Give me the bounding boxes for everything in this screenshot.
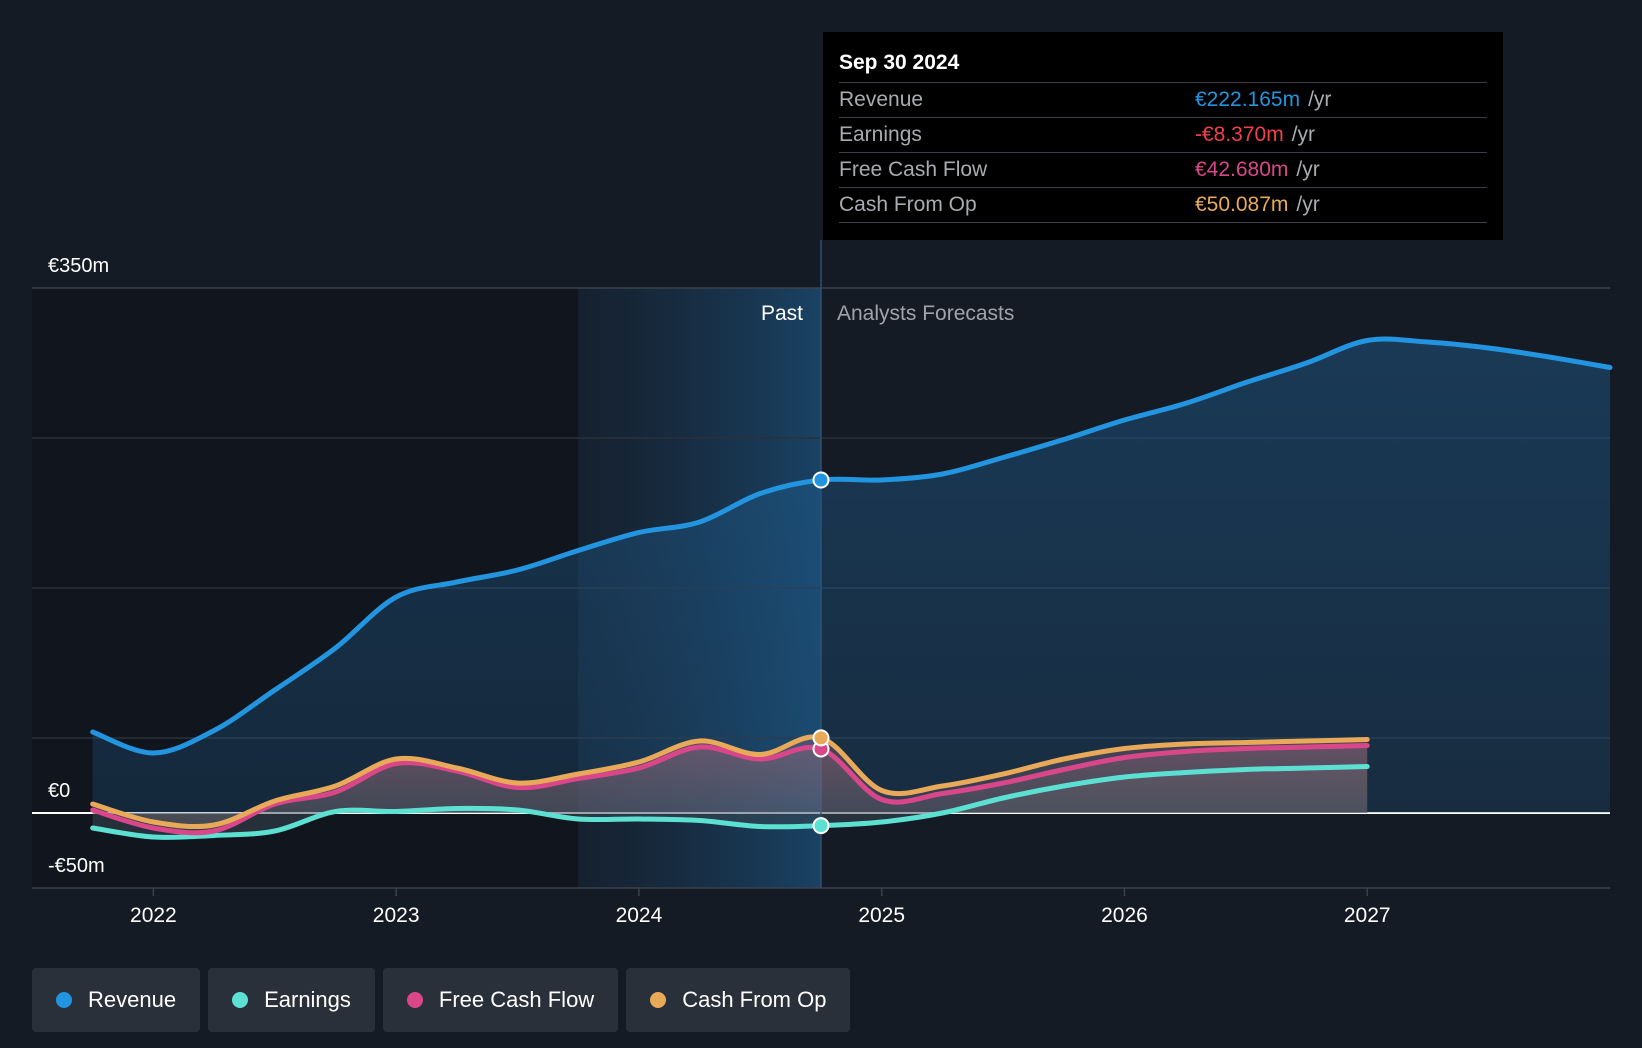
tooltip-date: Sep 30 2024: [839, 51, 960, 74]
legend-dot-icon: [56, 992, 72, 1008]
legend-item-cash-from-op[interactable]: Cash From Op: [626, 968, 851, 1032]
tooltip-unit: /yr: [1308, 88, 1332, 111]
fcf-line: [90, 743, 1370, 836]
cfo-line: [90, 734, 1370, 830]
cfo-marker: [812, 729, 830, 747]
legend-label: Free Cash Flow: [438, 987, 595, 1012]
forecast-label: Analysts Forecasts: [837, 302, 1014, 325]
x-tick-label: 2022: [130, 904, 177, 927]
legend-item-free-cash-flow[interactable]: Free Cash Flow: [382, 968, 619, 1032]
tooltip-label: Earnings: [839, 123, 922, 146]
tooltip-row-earnings: Earnings -€8.370m /yr: [839, 117, 1487, 152]
tooltip-value: €222.165m: [1195, 88, 1301, 111]
x-tick-label: 2026: [1101, 904, 1148, 927]
revenue-marker: [812, 471, 830, 489]
legend-dot-icon: [232, 992, 249, 1008]
legend-item-earnings[interactable]: Earnings: [208, 968, 375, 1032]
x-tick-label: 2023: [373, 904, 420, 927]
tooltip-unit: /yr: [1296, 158, 1320, 181]
tooltip-label: Free Cash Flow: [839, 158, 988, 181]
tooltip-row-free-cash-flow: Free Cash Flow €42.680m /yr: [839, 152, 1487, 187]
y-axis-label: -€50m: [48, 855, 105, 877]
tooltip-label: Revenue: [839, 88, 924, 111]
revenue-area: [92, 339, 1611, 813]
past-label: Past: [761, 302, 803, 325]
y-axis-label: €350m: [48, 255, 109, 277]
legend-label: Earnings: [264, 987, 351, 1012]
tooltip-unit: /yr: [1296, 193, 1320, 216]
legend-label: Revenue: [88, 987, 177, 1012]
y-axis-label: €0: [48, 780, 70, 802]
revenue-line: [90, 336, 1613, 756]
x-tick-label: 2025: [858, 904, 905, 927]
tooltip-value: €50.087m: [1195, 193, 1289, 216]
legend-dot-icon: [406, 992, 423, 1008]
tooltip-value: €42.680m: [1195, 158, 1289, 181]
legend-label: Cash From Op: [682, 987, 827, 1012]
tooltip-label: Cash From Op: [839, 193, 977, 216]
earnings-marker: [812, 817, 830, 835]
earnings-line: [90, 764, 1370, 840]
x-tick-label: 2027: [1344, 904, 1391, 927]
tooltip-row-revenue: Revenue €222.165m /yr: [839, 82, 1487, 117]
legend-item-revenue[interactable]: Revenue: [32, 968, 201, 1032]
tooltip: Sep 30 2024 Revenue €222.165m /yr Earnin…: [823, 32, 1503, 240]
tooltip-unit: /yr: [1291, 123, 1316, 146]
tooltip-row-cash-from-op: Cash From Op €50.087m /yr: [839, 187, 1487, 223]
x-tick-label: 2024: [616, 904, 663, 927]
legend: Revenue Earnings Free Cash Flow Cash Fro…: [32, 968, 851, 1032]
legend-dot-icon: [650, 992, 667, 1008]
tooltip-value: -€8.370m: [1195, 123, 1284, 146]
